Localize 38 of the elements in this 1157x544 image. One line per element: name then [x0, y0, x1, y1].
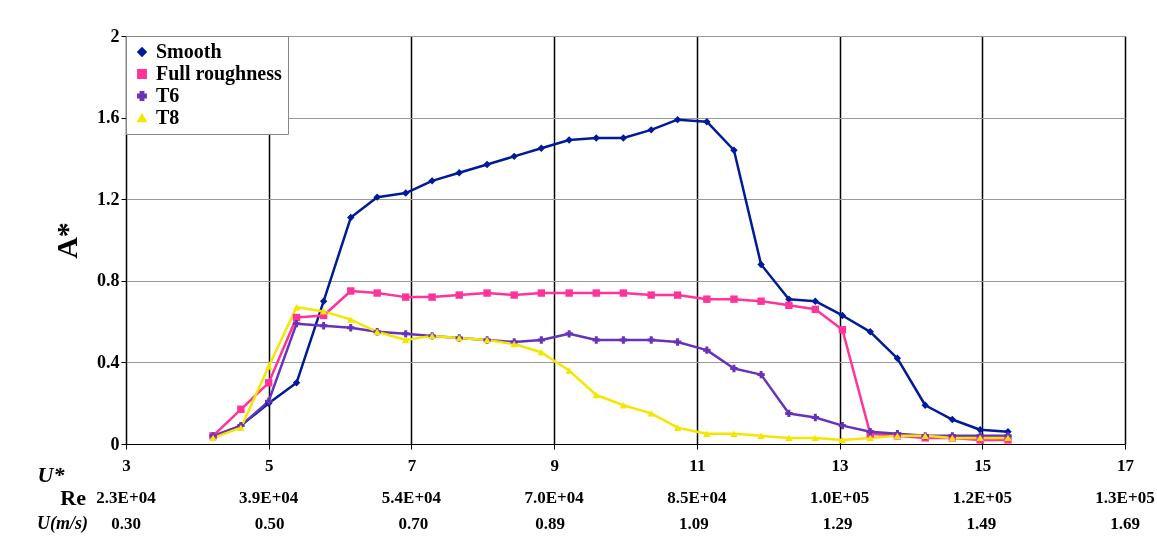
x2-tick-label: 1.09 — [678, 514, 709, 533]
x2-tick-label: 1.29 — [822, 514, 853, 533]
x-tick-label: 9 — [550, 455, 559, 475]
text: 1.0E+05 — [809, 488, 870, 507]
text: 2.3E+04 — [96, 488, 157, 507]
legend-label: Full roughness — [156, 62, 282, 85]
y-tick-label: 2 — [110, 25, 120, 46]
x2-axis-title: U(m/s) — [37, 513, 88, 534]
text: 1.3E+05 — [1095, 488, 1155, 507]
y-axis-title: A* — [50, 222, 83, 259]
x2-tick-label: 1.69 — [1110, 514, 1140, 533]
x2-tick-label: 0.89 — [535, 514, 565, 533]
legend-label: Smooth — [156, 40, 222, 62]
text: 8.5E+04 — [667, 488, 727, 507]
text: Re — [60, 485, 87, 510]
x-tick-label: 17 — [1117, 455, 1135, 475]
text: 5.4E+04 — [381, 488, 442, 507]
legend-label: T6 — [156, 84, 180, 106]
y-tick-label: 1.2 — [97, 188, 120, 209]
x-tick-label: 3 — [122, 455, 131, 475]
y-tick-label: 0.4 — [97, 351, 120, 372]
x2-tick-label: 0.70 — [398, 514, 429, 533]
x2-tick-label: 0.30 — [111, 514, 141, 533]
text: 1.2E+05 — [952, 488, 1012, 507]
text: 3.9E+04 — [239, 488, 299, 507]
x-tick-label: 15 — [974, 455, 992, 475]
x-tick-label: 11 — [689, 455, 706, 475]
x-tick-label: 13 — [831, 455, 849, 475]
x-tick-label: 5 — [264, 455, 274, 475]
legend-label: T8 — [156, 106, 180, 128]
x-tick-label: 7 — [407, 455, 417, 475]
text: 7.0E+04 — [524, 488, 585, 507]
x2-tick-label: 0.50 — [254, 514, 285, 533]
y-tick-label: 0 — [110, 433, 120, 454]
x2-tick-label: 1.49 — [966, 514, 997, 533]
y-tick-label: 1.6 — [97, 107, 120, 128]
y-tick-label: 0.8 — [97, 270, 120, 291]
x-axis-title: U* — [37, 461, 66, 487]
